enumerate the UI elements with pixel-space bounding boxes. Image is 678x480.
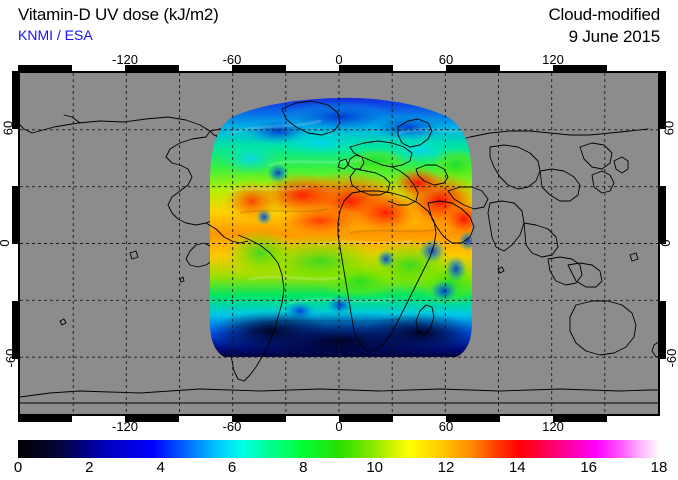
- top-tick-label-minus60: -60: [222, 52, 242, 67]
- colorbar-tick-14: 14: [508, 459, 526, 476]
- top-tick-label-0: 0: [335, 52, 343, 67]
- colorbar-gradient: [18, 440, 660, 458]
- colorbar-tick-4: 4: [156, 459, 165, 476]
- top-axis-ticks: [18, 65, 660, 71]
- credit-knmi: KNMI: [18, 27, 53, 43]
- colorbar-tick-6: 6: [227, 459, 237, 476]
- right-tick-label-60: 60: [661, 120, 677, 136]
- right-tick-label-0: 0: [658, 239, 674, 247]
- credit-separator: /: [53, 27, 65, 43]
- left-axis-ticks: [12, 71, 18, 416]
- credit-line: KNMI / ESA: [18, 27, 93, 43]
- colorbar: [18, 440, 660, 458]
- colorbar-tick-2: 2: [85, 459, 94, 476]
- bottom-tick-label-minus60: -60: [222, 419, 242, 434]
- bottom-tick-label-0: 0: [335, 419, 343, 434]
- date-label: 9 June 2015: [568, 27, 661, 46]
- colorbar-tick-0: 0: [13, 459, 23, 476]
- colorbar-tick-8: 8: [299, 459, 308, 476]
- swath-coastline-overlay: [210, 100, 472, 357]
- right-axis-ticks: [660, 71, 666, 416]
- credit-esa: ESA: [64, 27, 93, 43]
- graticule-over-swath: [210, 97, 472, 357]
- bottom-tick-label-60: 60: [438, 419, 454, 434]
- top-tick-label-minus120: -120: [111, 52, 139, 67]
- bottom-axis-ticks: [18, 416, 660, 422]
- bottom-tick-label-120: 120: [542, 419, 564, 434]
- product-type-label: Cloud-modified: [548, 5, 660, 24]
- bottom-tick-label-minus120: -120: [111, 419, 139, 434]
- map-inner: [20, 73, 658, 414]
- top-tick-label-60: 60: [438, 52, 454, 67]
- left-tick-label-minus60: -60: [2, 348, 18, 368]
- colorbar-tick-10: 10: [366, 459, 384, 476]
- left-tick-label-60: 60: [0, 120, 16, 136]
- left-tick-label-0: 0: [0, 239, 12, 246]
- colorbar-tick-12: 12: [437, 459, 455, 476]
- map-plot-frame: [18, 71, 660, 416]
- uv-dose-swath: [210, 97, 472, 357]
- page-title: Vitamin-D UV dose (kJ/m2): [18, 5, 219, 24]
- top-tick-label-120: 120: [542, 52, 564, 67]
- colorbar-tick-18: 18: [650, 459, 668, 476]
- right-tick-label-minus60: -60: [663, 348, 678, 368]
- colorbar-tick-16: 16: [580, 459, 598, 476]
